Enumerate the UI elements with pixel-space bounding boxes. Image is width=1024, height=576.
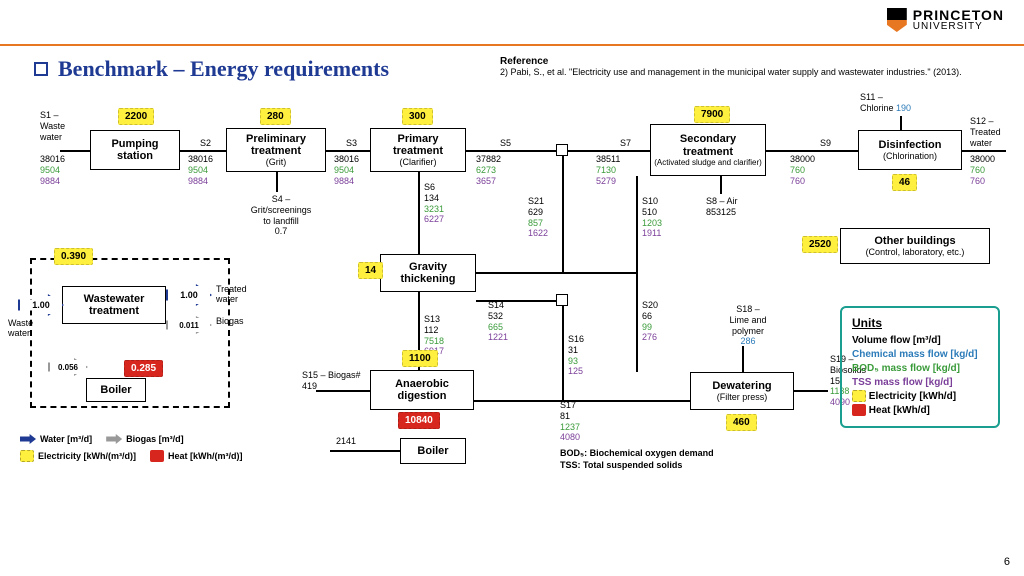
- university-logo: PRINCETON UNIVERSITY: [887, 8, 1004, 32]
- arrow-line: [330, 450, 400, 452]
- elec-badge-disinf: 46: [892, 174, 917, 191]
- arrow-line: [900, 116, 902, 130]
- elec-badge-primary: 300: [402, 108, 433, 125]
- node-other-buildings: Other buildings (Control, laboratory, et…: [840, 228, 990, 264]
- stream-s1: S1 –Wastewater: [40, 110, 65, 142]
- stream-s2: S2: [200, 138, 211, 149]
- header-divider: [0, 44, 1024, 46]
- node-wwt-inset: Wastewater treatment: [62, 286, 166, 324]
- arrow-line: [636, 272, 638, 372]
- stream-s6: S613432316227: [424, 182, 444, 225]
- stream-s7-vals: 3851171305279: [596, 154, 620, 186]
- arrow-line: [562, 306, 564, 400]
- inset-out-label: Treated water: [216, 284, 258, 304]
- elec-badge-pump: 2200: [118, 108, 154, 125]
- water-arrow-icon: [20, 434, 36, 444]
- stream-s8: S8 – Air853125: [706, 196, 738, 218]
- elec-badge-other: 2520: [802, 236, 838, 253]
- junction-icon: [556, 294, 568, 306]
- node-boiler: Boiler: [400, 438, 466, 464]
- node-anaerobic-digestion: Anaerobic digestion: [370, 370, 474, 410]
- node-dewatering: Dewatering (Filter press): [690, 372, 794, 410]
- stream-s3-vals: 3801695049884: [334, 154, 359, 186]
- node-disinfection: Disinfection (Chlorination): [858, 130, 962, 170]
- elec-badge-grav: 14: [358, 262, 383, 279]
- stream-s15: S15 – Biogas#419: [302, 370, 361, 392]
- title-text: Benchmark – Energy requirements: [58, 56, 389, 82]
- node-pumping-station: Pumping station: [90, 130, 180, 170]
- boiler-inflow: 2141: [336, 436, 356, 447]
- footnote-bod: BOD₅: Biochemical oxygen demand: [560, 448, 714, 458]
- footnote-tss: TSS: Total suspended solids: [560, 460, 682, 470]
- biogas-arrow-icon: [106, 434, 122, 444]
- stream-s16: S163193125: [568, 334, 584, 377]
- page-number: 6: [1004, 556, 1010, 568]
- elec-badge-sec: 7900: [694, 106, 730, 123]
- stream-s5: S5: [500, 138, 511, 149]
- arrow-line: [562, 272, 636, 274]
- arrow-line: [180, 150, 226, 152]
- stream-s4: S4 –Grit/screeningsto landfill0.7: [246, 194, 316, 237]
- elec-badge-anadig: 1100: [402, 350, 438, 367]
- inset-in-label: Waste water: [8, 318, 48, 338]
- bullet-icon: [34, 62, 48, 76]
- stream-s2-vals: 3801695049884: [188, 154, 213, 186]
- stream-s17: S178112374080: [560, 400, 580, 443]
- elec-swatch-icon: [20, 450, 34, 462]
- stream-s1-vals: 3801695049884: [40, 154, 65, 186]
- arrow-line: [636, 176, 638, 272]
- arrow-line: [562, 156, 564, 272]
- node-boiler-inset: Boiler: [86, 378, 146, 402]
- arrow-line: [742, 346, 744, 372]
- stream-s20: S206699276: [642, 300, 658, 343]
- shield-icon: [887, 8, 907, 32]
- stream-s18: S18 –Lime andpolymer286: [718, 304, 778, 347]
- stream-s7: S7: [620, 138, 631, 149]
- university-sub: UNIVERSITY: [913, 22, 1004, 32]
- stream-s9-vals: 38000760760: [790, 154, 815, 186]
- page-title: Benchmark – Energy requirements: [34, 56, 389, 82]
- node-preliminary-treatment: Preliminary treatment (Grit): [226, 128, 326, 172]
- arrow-line: [766, 150, 858, 152]
- heat-swatch-icon: [150, 450, 164, 462]
- arrow-line: [794, 390, 828, 392]
- reference-head: Reference: [500, 56, 980, 67]
- stream-s14: S145326651221: [488, 300, 508, 343]
- university-name: PRINCETON: [913, 8, 1004, 22]
- stream-s10: S1051012031911: [642, 196, 662, 239]
- heat-badge-anadig: 10840: [398, 412, 440, 429]
- stream-s12-vals: 38000760760: [970, 154, 995, 186]
- stream-s21: S216298571622: [528, 196, 548, 239]
- arrow-line: [276, 172, 278, 192]
- reference-block: Reference 2) Pabi, S., et al. "Electrici…: [500, 56, 980, 77]
- arrow-line: [60, 150, 90, 152]
- diagram-canvas: Pumping station 2200 Preliminary treatme…: [0, 100, 1024, 560]
- inset-biogas-label: Biogas: [216, 316, 244, 326]
- arrow-line: [476, 272, 562, 274]
- units-legend: Units Volume flow [m³/d] Chemical mass f…: [840, 306, 1000, 428]
- arrow-line: [326, 150, 370, 152]
- bottom-legend: Water [m³/d] Biogas [m³/d] Electricity […: [20, 434, 300, 462]
- node-secondary-treatment: Secondary treatment (Activated sludge an…: [650, 124, 766, 176]
- stream-s12: S12 –Treatedwater: [970, 116, 1001, 148]
- reference-body: 2) Pabi, S., et al. "Electricity use and…: [500, 67, 980, 77]
- junction-icon: [556, 144, 568, 156]
- arrow-line: [720, 176, 722, 194]
- elec-badge-dewat: 460: [726, 414, 757, 431]
- stream-s9: S9: [820, 138, 831, 149]
- arrow-line: [962, 150, 1006, 152]
- node-primary-treatment: Primary treatment (Clarifier): [370, 128, 466, 172]
- stream-s5-vals: 3788262733657: [476, 154, 501, 186]
- stream-s11: S11 –Chlorine 190: [860, 92, 911, 114]
- node-gravity-thickening: Gravity thickening: [380, 254, 476, 292]
- heat-badge-inset: 0.285: [124, 360, 163, 377]
- stream-s3: S3: [346, 138, 357, 149]
- elec-badge-inset: 0.390: [54, 248, 93, 265]
- elec-badge-prelim: 280: [260, 108, 291, 125]
- units-title: Units: [852, 316, 988, 330]
- arrow-line: [418, 172, 420, 254]
- arrow-line: [474, 400, 690, 402]
